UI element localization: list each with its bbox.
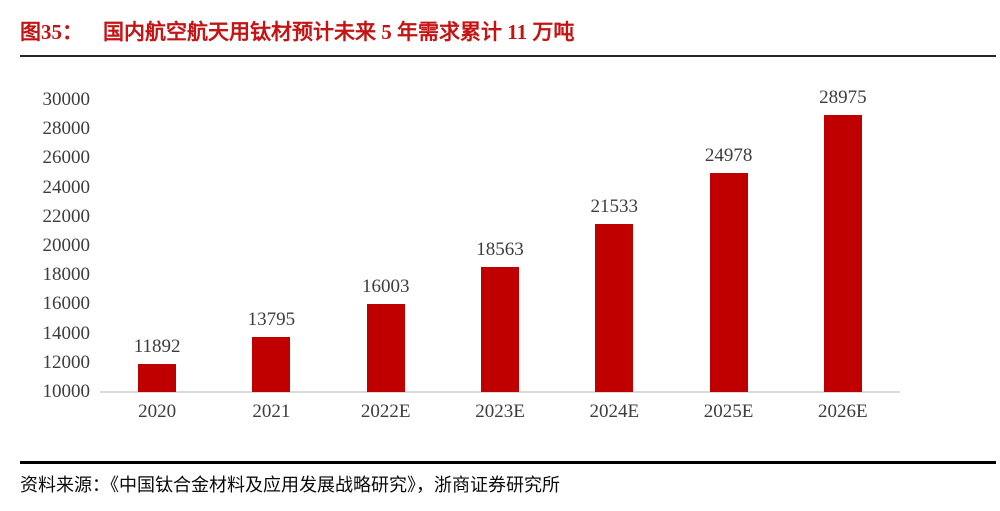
bar-value-label: 13795 (247, 308, 296, 330)
y-tick-label: 12000 (42, 351, 91, 373)
figure-title: 图35： 国内航空航天用钛材预计未来 5 年需求累计 11 万吨 (20, 16, 574, 46)
y-tick-label: 28000 (42, 118, 91, 140)
y-tick-label: 10000 (42, 381, 91, 402)
bar-2026E (823, 114, 862, 392)
x-tick-label: 2024E (589, 401, 640, 422)
x-tick-label: 2022E (360, 401, 411, 422)
x-axis-baseline (100, 391, 900, 393)
source-note: 资料来源：《中国钛合金材料及应用发展战略研究》，浙商证券研究所 (20, 475, 560, 495)
y-tick-label: 26000 (42, 147, 91, 169)
bar-value-label: 16003 (361, 276, 410, 298)
title-divider-line (20, 55, 996, 57)
plot-area: 11892 2020 13795 2021 16003 2022E 18563 2023E 21… (100, 87, 900, 422)
y-tick-label: 22000 (42, 205, 91, 227)
bar-value-label: 21533 (590, 195, 639, 217)
x-tick-label: 2026E (818, 401, 868, 422)
x-tick-label: 2020 (138, 401, 177, 422)
figure-title-text: 国内航空航天用钛材预计未来 5 年需求累计 11 万吨 (103, 20, 575, 44)
bar-2021 (252, 336, 291, 392)
bar-value-label: 28975 (819, 86, 867, 108)
y-tick-label: 14000 (42, 322, 91, 344)
bar-2022E (366, 304, 405, 392)
x-tick-label: 2025E (703, 401, 754, 422)
bar-2023E (481, 266, 519, 392)
bar-2020 (138, 364, 177, 392)
bar-value-label: 11892 (133, 336, 181, 358)
x-tick-label: 2021 (252, 401, 291, 422)
bar-value-label: 18563 (476, 238, 524, 260)
y-tick-label: 20000 (42, 235, 91, 256)
y-tick-label: 16000 (42, 293, 91, 315)
y-tick-label: 24000 (42, 176, 91, 198)
y-axis: 10000 12000 14000 16000 18000 20000 22000 24000… (18, 89, 91, 402)
bar-2024E (595, 223, 634, 392)
source-divider-line (20, 461, 996, 464)
bar-2025E (709, 173, 748, 392)
bar-value-label: 24978 (704, 145, 753, 167)
figure-number-label: 图35： (20, 20, 83, 44)
y-tick-label: 30000 (42, 89, 91, 110)
y-tick-label: 18000 (42, 264, 91, 286)
x-tick-label: 2023E (475, 401, 525, 422)
